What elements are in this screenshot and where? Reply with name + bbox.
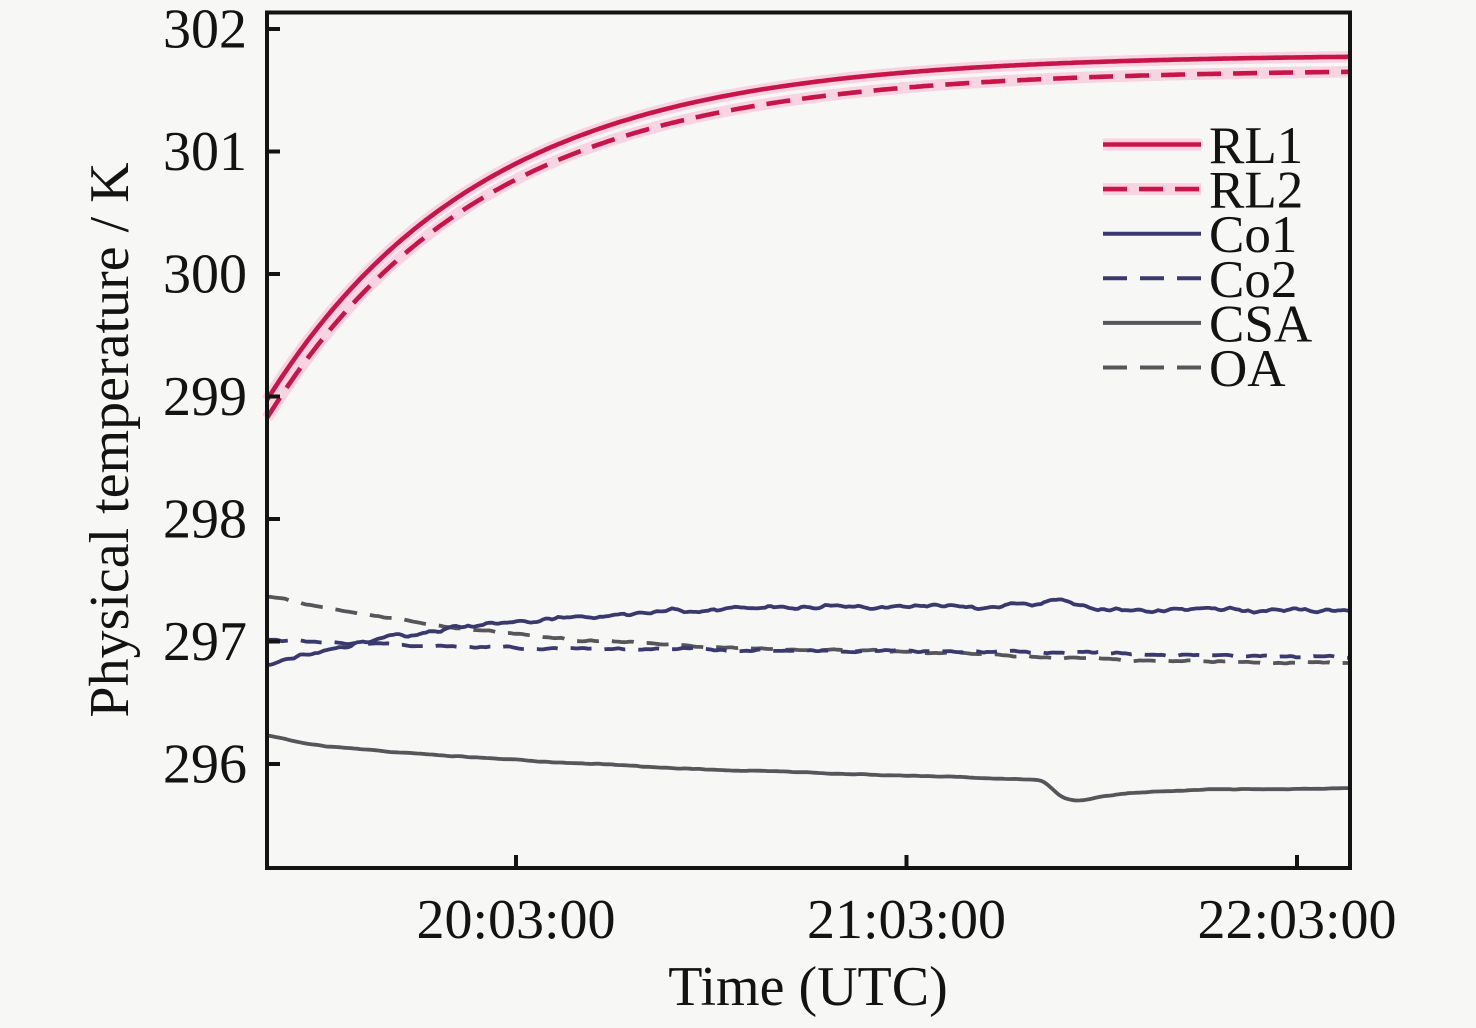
svg-text:20:03:00: 20:03:00 <box>416 889 615 951</box>
svg-text:RL1: RL1 <box>1209 117 1303 175</box>
svg-text:Co2: Co2 <box>1209 251 1297 309</box>
svg-text:297: 297 <box>163 611 247 673</box>
svg-text:CSA: CSA <box>1209 295 1312 353</box>
svg-text:21:03:00: 21:03:00 <box>807 889 1006 951</box>
svg-text:OA: OA <box>1209 340 1286 398</box>
svg-text:302: 302 <box>163 0 247 61</box>
svg-text:RL2: RL2 <box>1209 162 1303 220</box>
svg-text:299: 299 <box>163 366 247 428</box>
svg-text:298: 298 <box>163 489 247 551</box>
svg-text:301: 301 <box>163 121 247 183</box>
svg-text:Physical temperature / K: Physical temperature / K <box>79 162 141 717</box>
svg-text:22:03:00: 22:03:00 <box>1197 889 1396 951</box>
svg-text:296: 296 <box>163 734 247 796</box>
svg-text:Time (UTC): Time (UTC) <box>668 956 948 1018</box>
svg-text:300: 300 <box>163 244 247 306</box>
svg-text:Co1: Co1 <box>1209 206 1297 264</box>
